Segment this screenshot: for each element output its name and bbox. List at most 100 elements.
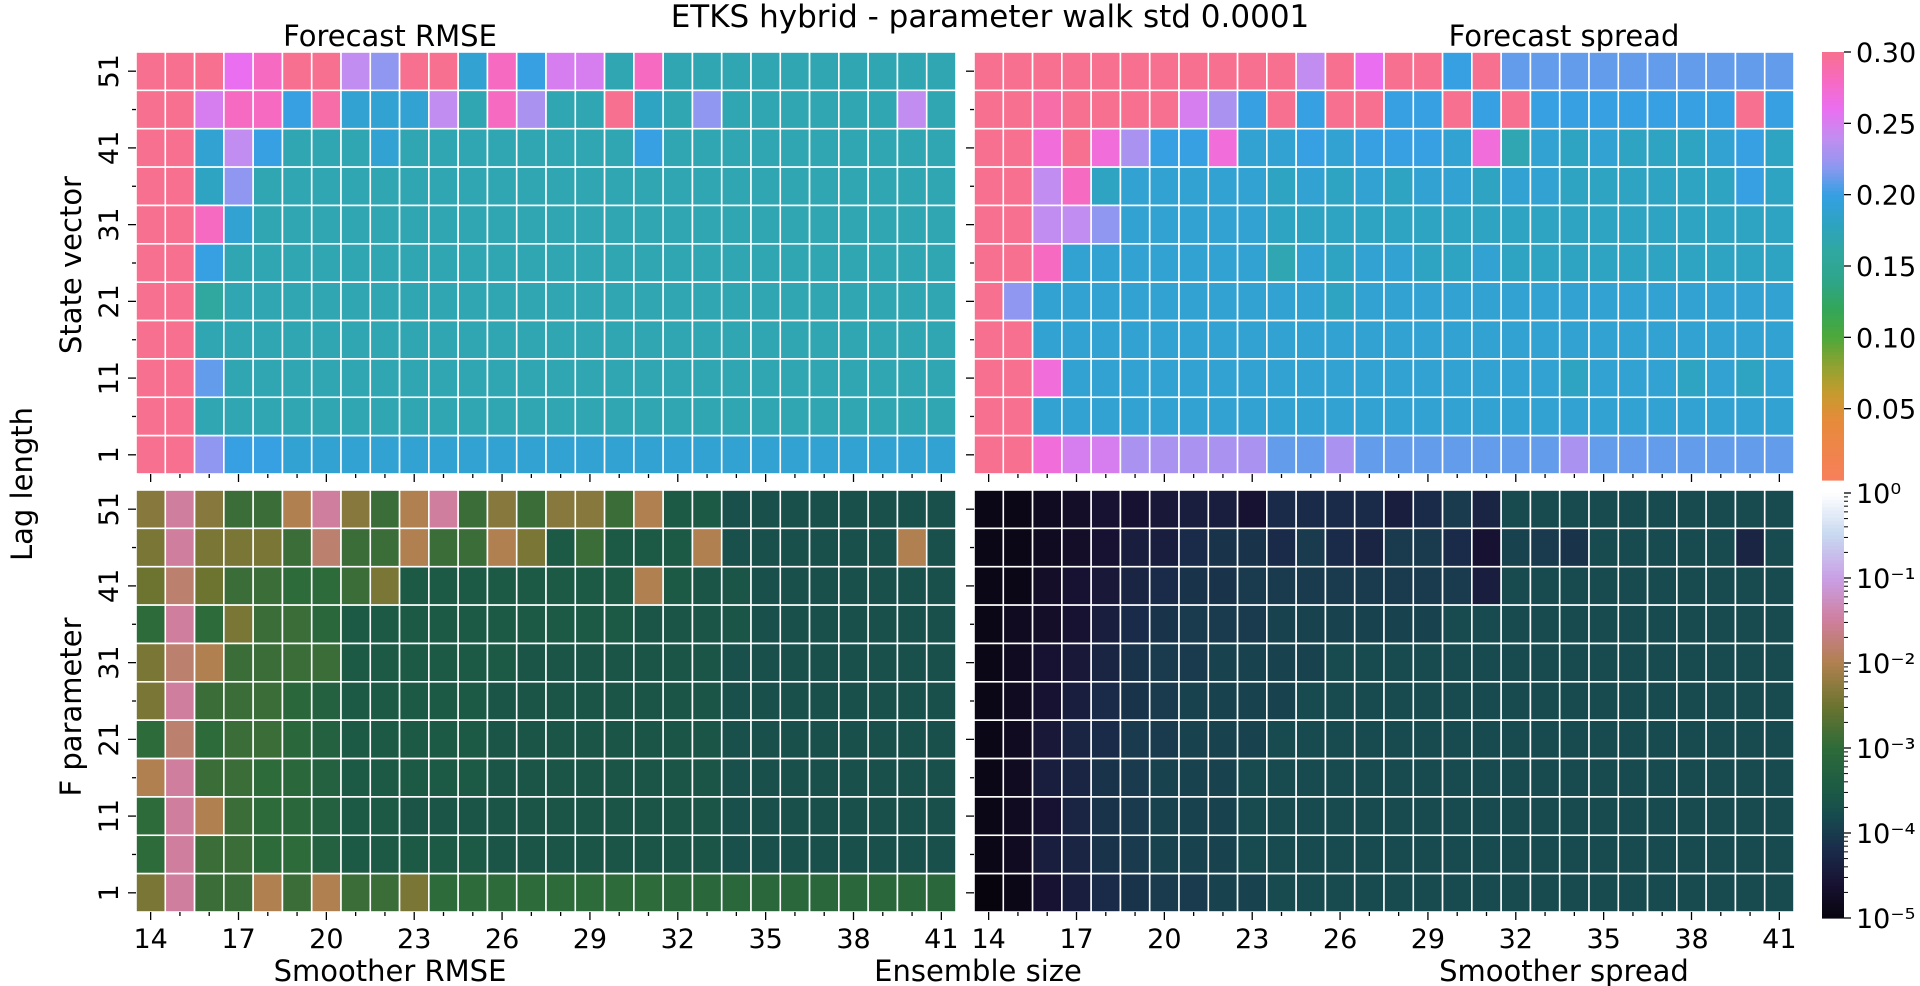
heatmap-cell (1617, 642, 1649, 683)
heatmap-cell (223, 434, 254, 475)
heatmap-cell (867, 127, 899, 168)
heatmap-cell (1705, 204, 1737, 245)
colorbar-segment (1822, 563, 1844, 568)
colorbars: 0.300.250.200.150.100.0510⁰10⁻¹10⁻²10⁻³1… (1822, 38, 1916, 935)
heatmap-cell (925, 281, 957, 322)
heatmap-cell (633, 166, 664, 207)
heatmap-cell (1383, 834, 1415, 875)
heatmap-cell (1763, 834, 1795, 875)
heatmap-cell (1148, 166, 1180, 207)
heatmap-cell (223, 127, 254, 168)
heatmap-cell (164, 51, 196, 92)
heatmap-cell (1588, 319, 1620, 360)
colorbar-segment (1822, 62, 1844, 67)
heatmap-cell (603, 319, 635, 360)
heatmap-cell (973, 757, 1005, 798)
heatmap-cell (1705, 719, 1737, 760)
heatmap-cell (223, 834, 254, 875)
heatmap-cell (1090, 604, 1122, 645)
colorbar-segment (1822, 91, 1844, 96)
heatmap-cell (750, 872, 782, 913)
heatmap-cell (281, 681, 313, 721)
heatmap-cell (1763, 204, 1795, 245)
colorbar-segment (1822, 609, 1844, 615)
heatmap-cell (545, 757, 577, 798)
colorbar-segment (1822, 287, 1844, 292)
colorbar-segment (1822, 144, 1844, 149)
heatmap-cell (135, 166, 167, 207)
heatmap-cell (603, 642, 635, 683)
heatmap-cell (1529, 527, 1561, 568)
heatmap-cell (1471, 834, 1502, 875)
heatmap-cell (369, 396, 401, 437)
heatmap-cell (1353, 89, 1385, 130)
heatmap-cell (1295, 565, 1327, 606)
heatmap-cell (486, 204, 518, 245)
heatmap-cell (1383, 358, 1415, 399)
heatmap-cell (310, 243, 342, 283)
heatmap-cell (1061, 204, 1092, 245)
colorbar-segment (1822, 723, 1844, 728)
colorbar-segment (1822, 305, 1844, 310)
heatmap-cell (867, 489, 899, 530)
heatmap-cell (1412, 642, 1444, 683)
heatmap-cell (925, 489, 957, 530)
heatmap-cell (223, 51, 254, 92)
heatmap-cell (1471, 396, 1502, 437)
heatmap-cell (545, 127, 577, 168)
heatmap-cell (896, 757, 928, 798)
heatmap-cell (135, 719, 167, 760)
heatmap-cell (1266, 204, 1297, 245)
heatmap-cell (867, 319, 899, 360)
heatmap-cell (1676, 872, 1707, 913)
heatmap-cell (1412, 681, 1444, 721)
colorbar-segment (1822, 408, 1844, 413)
heatmap-cell (691, 396, 723, 437)
heatmap-cell (486, 834, 518, 875)
heatmap-cell (1148, 719, 1180, 760)
heatmap-cell (1207, 489, 1239, 530)
heatmap-cell (838, 166, 869, 207)
heatmap-cell (1148, 796, 1180, 837)
heatmap-cell (164, 89, 196, 130)
heatmap-cell (193, 434, 225, 475)
heatmap-cell (1383, 719, 1415, 760)
heatmap-cell (457, 757, 489, 798)
heatmap-cell (486, 527, 518, 568)
colorbar-segment (1822, 451, 1844, 456)
heatmap-cell (310, 604, 342, 645)
heatmap-cell (1353, 127, 1385, 168)
heatmap-cell (691, 681, 723, 721)
colorbar-segment (1822, 422, 1844, 428)
heatmap-cell (603, 719, 635, 760)
heatmap-cell (603, 358, 635, 399)
colorbar-segment (1822, 698, 1844, 703)
heatmap-cell (1090, 319, 1122, 360)
heatmap-cell (867, 796, 899, 837)
colorbar-segment (1822, 315, 1844, 321)
heatmap-cell (1002, 565, 1034, 606)
colorbar-segment (1822, 606, 1844, 611)
heatmap-cell (1090, 434, 1122, 475)
heatmap-cell (1353, 796, 1385, 837)
colorbar-segment (1822, 283, 1844, 288)
heatmap-cell (1002, 396, 1034, 437)
heatmap-cell (720, 642, 752, 683)
heatmap-cell (1705, 166, 1737, 207)
heatmap-cell (1324, 243, 1356, 283)
heatmap-cell (1412, 166, 1444, 207)
colorbar-segment (1822, 419, 1844, 424)
heatmap-cell (1178, 527, 1210, 568)
heatmap-cell (164, 719, 196, 760)
colorbar-segment (1822, 87, 1844, 92)
colorbar-segment (1822, 173, 1844, 178)
heatmap-cell (779, 166, 811, 207)
heatmap-cell (1734, 281, 1766, 322)
colorbar-segment (1822, 155, 1844, 160)
heatmap-cell (1676, 565, 1707, 606)
heatmap-cell (1002, 489, 1034, 530)
heatmap-cell (281, 51, 313, 92)
colorbar-segment (1822, 900, 1844, 905)
heatmap-cell (164, 681, 196, 721)
heatmap-cell (973, 872, 1005, 913)
